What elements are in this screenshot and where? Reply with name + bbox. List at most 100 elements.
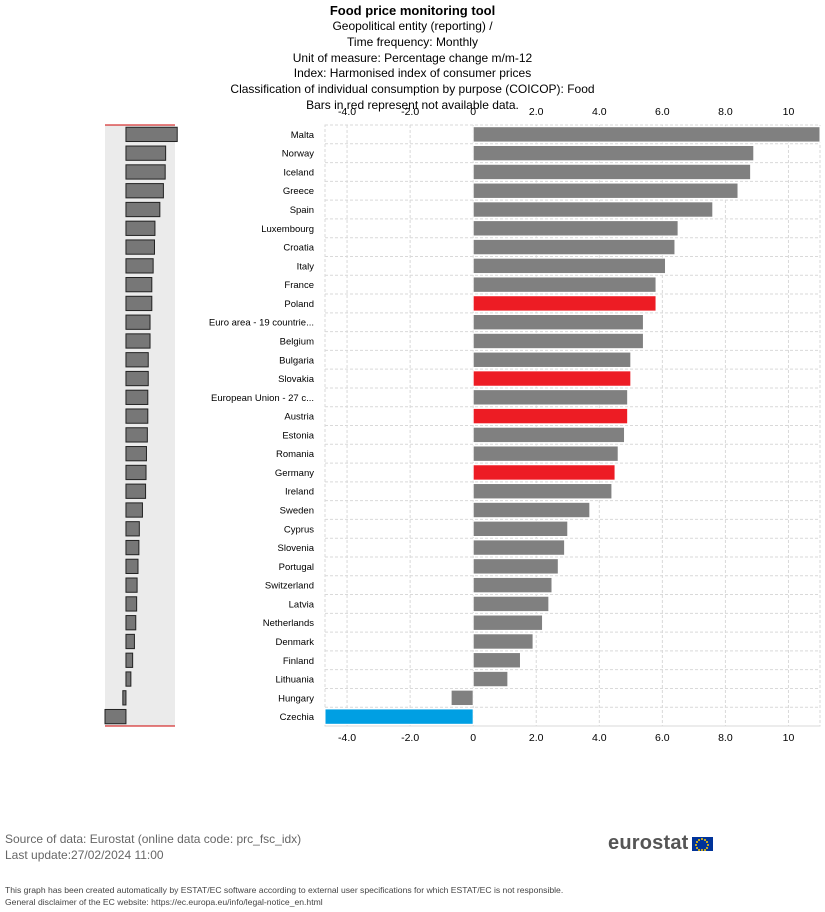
- category-label: Hungary: [278, 693, 314, 704]
- navigator-bar: [125, 333, 151, 349]
- category-label: Greece: [283, 186, 314, 197]
- bar: [472, 276, 657, 293]
- x-tick-label-top: 6.0: [655, 106, 670, 118]
- category-label: Slovenia: [278, 543, 315, 554]
- category-label: Croatia: [283, 243, 314, 254]
- category-label: Norway: [282, 149, 314, 160]
- navigator-bar: [125, 446, 147, 462]
- bar: [472, 426, 626, 444]
- category-label: Luxembourg: [261, 224, 314, 235]
- source-text: Source of data: Eurostat (online data co…: [5, 832, 302, 846]
- disclaimer-line-1: This graph has been created automaticall…: [5, 885, 564, 895]
- chart-navigator[interactable]: [104, 124, 178, 727]
- category-labels: Malta Norway Iceland Greece Spain Luxembourg C…: [209, 130, 315, 723]
- bar: [472, 539, 566, 556]
- navigator-bar: [125, 314, 151, 330]
- category-label: Poland: [284, 299, 314, 310]
- category-label: Ireland: [285, 487, 314, 498]
- subtitle-line-5: Classification of individual consumption…: [230, 82, 595, 97]
- bar: [472, 295, 657, 312]
- bar: [472, 163, 752, 181]
- x-tick-label-bottom: 0: [470, 732, 476, 744]
- category-label: Switzerland: [265, 581, 314, 592]
- x-tick-label-top: 2.0: [529, 106, 544, 118]
- navigator-bar: [125, 633, 135, 650]
- navigator-bar: [125, 201, 161, 218]
- navigator-bar: [125, 558, 139, 574]
- navigator-bar: [125, 370, 149, 387]
- subtitle-line-3: Unit of measure: Percentage change m/m-1…: [292, 50, 533, 65]
- x-axis-top: -4.0 -2.0 0 2.0 4.0 6.0 8.0 10: [338, 106, 794, 118]
- bar: [472, 576, 553, 594]
- category-label: Bulgaria: [279, 355, 315, 366]
- category-label: Czechia: [280, 712, 315, 723]
- bar: [472, 314, 644, 331]
- navigator-bar: [125, 220, 156, 236]
- subtitle-line-1: Geopolitical entity (reporting) /: [332, 19, 493, 33]
- chart-bars: [324, 126, 821, 725]
- navigator-bar: [125, 577, 138, 593]
- x-tick-label-bottom: 2.0: [529, 732, 544, 744]
- navigator-bar: [125, 352, 149, 368]
- bar: [472, 407, 629, 425]
- bar: [472, 351, 632, 368]
- bar: [472, 332, 644, 350]
- category-label: France: [284, 280, 314, 291]
- navigator-bar: [125, 389, 149, 405]
- x-tick-label-top: 0: [470, 106, 476, 118]
- bar: [472, 652, 521, 669]
- x-tick-label-top: -2.0: [401, 106, 419, 118]
- x-tick-label-bottom: 4.0: [592, 732, 607, 744]
- x-tick-label-bottom: 6.0: [655, 732, 670, 744]
- navigator-bar: [104, 708, 127, 725]
- bar: [472, 633, 534, 650]
- navigator-bar: [125, 164, 166, 180]
- bar: [472, 558, 559, 575]
- navigator-bar: [125, 145, 167, 161]
- category-label: European Union - 27 c...: [211, 393, 314, 404]
- category-label: Spain: [290, 205, 314, 216]
- category-label: Slovakia: [278, 374, 315, 385]
- bar: [472, 670, 509, 688]
- category-label: Latvia: [289, 599, 315, 610]
- bar: [472, 445, 619, 462]
- chart-title: Food price monitoring tool: [329, 3, 496, 18]
- x-tick-label-bottom: 10: [783, 732, 795, 744]
- category-label: Germany: [275, 468, 314, 479]
- bar: [472, 370, 632, 387]
- bar: [472, 520, 569, 537]
- x-tick-label-top: 10: [783, 106, 795, 118]
- x-tick-label-top: 4.0: [592, 106, 607, 118]
- disclaimer-line-2: General disclaimer of the EC website: ht…: [5, 896, 323, 907]
- x-axis-bottom: -4.0 -2.0 0 2.0 4.0 6.0 8.0 10: [338, 732, 794, 744]
- bar: [472, 144, 755, 162]
- category-label: Iceland: [283, 167, 314, 178]
- bar: [324, 708, 474, 725]
- category-label: Lithuania: [275, 675, 314, 686]
- eurostat-logo: eurostat: [608, 832, 713, 855]
- category-label: Estonia: [282, 430, 314, 441]
- navigator-bar: [125, 596, 138, 612]
- navigator-bar: [125, 539, 140, 556]
- x-tick-label-top: 8.0: [718, 106, 733, 118]
- bar: [472, 201, 714, 218]
- bar: [472, 182, 739, 199]
- category-label: Cyprus: [284, 524, 314, 535]
- navigator-bar: [125, 408, 149, 424]
- navigator-bar: [125, 464, 147, 481]
- bar: [472, 257, 667, 275]
- bar: [472, 483, 613, 500]
- last-update-text: Last update:27/02/2024 11:00: [5, 847, 164, 862]
- navigator-bar: [125, 427, 148, 443]
- bar: [472, 614, 544, 631]
- bar: [450, 689, 474, 707]
- navigator-bar: [125, 295, 153, 312]
- source-info: Source of data: Eurostat (online data co…: [5, 832, 301, 863]
- category-label: Denmark: [275, 637, 314, 648]
- bar: [472, 389, 629, 406]
- navigator-bar: [125, 483, 147, 499]
- eu-flag-icon: [691, 836, 713, 852]
- x-tick-label-top: -4.0: [338, 106, 356, 118]
- bar: [472, 126, 821, 143]
